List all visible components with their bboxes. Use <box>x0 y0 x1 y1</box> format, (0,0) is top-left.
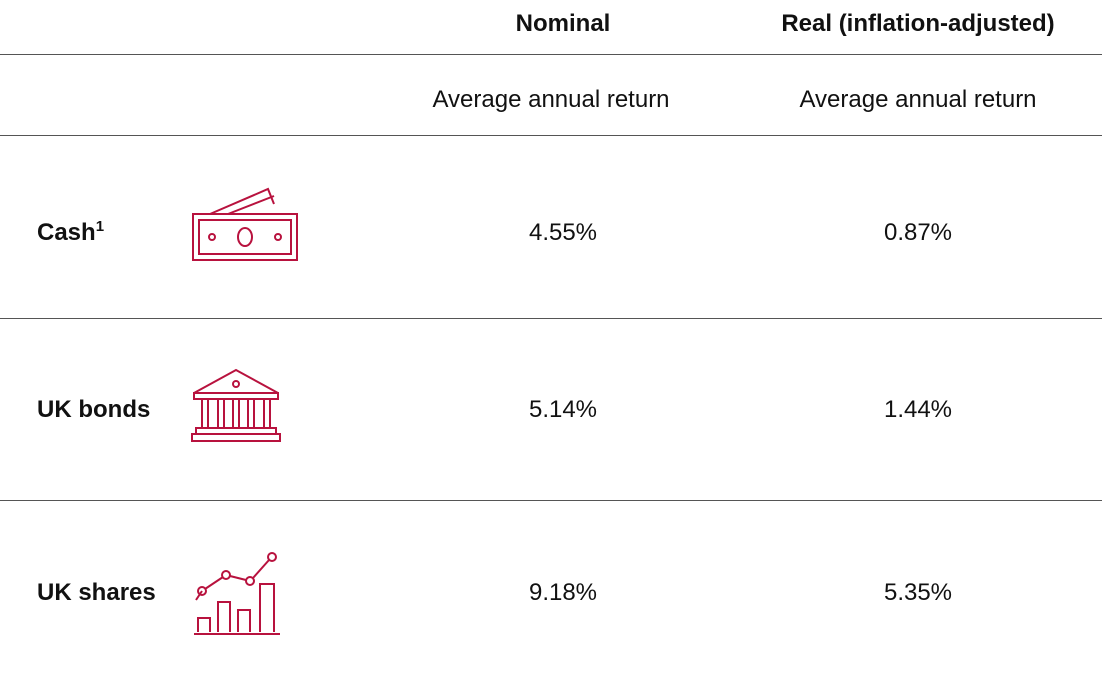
chart-icon <box>194 552 280 635</box>
row-label: UK bonds <box>37 396 151 423</box>
column-header: Real (inflation-adjusted) <box>781 10 1055 37</box>
column-header: Nominal <box>515 10 611 37</box>
column-subheader: Average annual return <box>432 86 670 113</box>
rule <box>0 135 1102 136</box>
cell: 5.14% <box>528 396 598 423</box>
cell: 4.55% <box>528 219 598 246</box>
footnote-marker: 1 <box>95 218 105 235</box>
column-subheader: Average annual return <box>799 86 1037 113</box>
cell: 1.44% <box>883 396 953 423</box>
cell: 9.18% <box>528 579 598 606</box>
row-label: UK shares <box>37 579 156 606</box>
cash-icon <box>192 187 298 261</box>
rule <box>0 318 1102 319</box>
bank-icon <box>191 368 281 442</box>
rule <box>0 500 1102 501</box>
row-label-text: Cash <box>37 219 96 246</box>
cell: 5.35% <box>883 579 953 606</box>
cell: 0.87% <box>883 219 953 246</box>
row-label: Cash1 <box>37 219 104 247</box>
rule <box>0 54 1102 55</box>
